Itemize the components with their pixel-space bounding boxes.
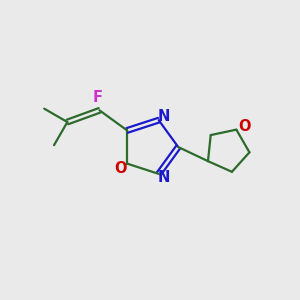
Text: N: N	[158, 170, 170, 185]
Text: N: N	[158, 109, 170, 124]
Text: F: F	[93, 90, 103, 105]
Text: O: O	[238, 119, 251, 134]
Text: O: O	[114, 161, 127, 176]
